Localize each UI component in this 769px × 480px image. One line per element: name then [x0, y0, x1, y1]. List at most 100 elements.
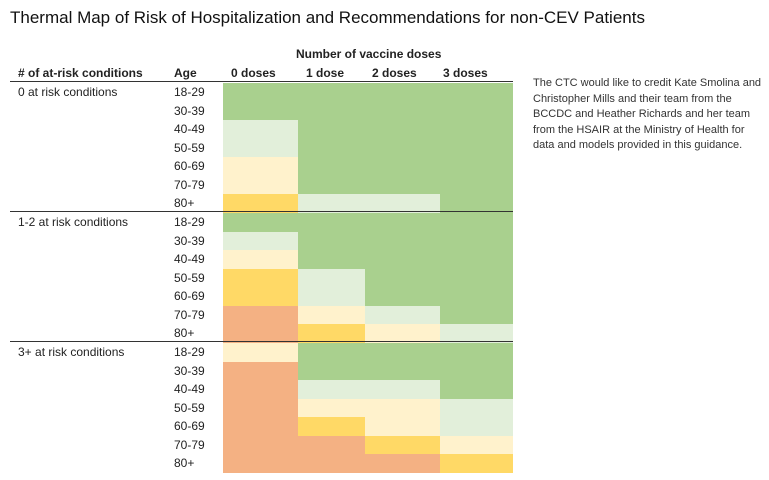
heatmap-cell — [223, 435, 298, 455]
heatmap-cell — [440, 417, 513, 436]
heatmap-cell — [223, 361, 298, 381]
heatmap-cell — [298, 231, 365, 251]
heatmap-cell — [298, 268, 365, 288]
heatmap-cell — [223, 343, 298, 362]
heatmap-cell — [365, 435, 440, 455]
heatmap-cell — [223, 231, 298, 251]
heatmap-cell — [365, 83, 440, 102]
heatmap-cell — [365, 380, 440, 399]
age-label: 80+ — [174, 196, 195, 210]
heatmap-cell — [298, 435, 365, 455]
heatmap-cell — [223, 268, 298, 288]
heatmap-cell — [223, 417, 298, 436]
heatmap-cell — [365, 454, 440, 473]
age-label: 30-39 — [174, 233, 205, 248]
heatmap-cell — [365, 157, 440, 176]
heatmap-cell — [440, 250, 513, 269]
group-label: 1-2 at risk conditions — [18, 215, 129, 229]
age-label: 70-79 — [174, 307, 205, 322]
heatmap-cell — [223, 398, 298, 418]
heatmap-cell — [223, 101, 298, 121]
column-header: 1 dose — [306, 66, 345, 80]
heatmap-cell — [298, 83, 365, 102]
age-label: 60-69 — [174, 289, 205, 303]
heatmap-cell — [298, 138, 365, 158]
heatmap-cell — [298, 175, 365, 195]
heatmap-cell — [298, 101, 365, 121]
heatmap-cell — [298, 305, 365, 325]
credit-note: The CTC would like to credit Kate Smolin… — [533, 77, 762, 151]
age-label: 18-29 — [174, 215, 205, 229]
column-header: 0 doses — [231, 66, 276, 80]
heatmap-cell — [365, 250, 440, 269]
heatmap-cell — [298, 398, 365, 418]
heatmap-cell — [365, 194, 440, 213]
heatmap-cell — [298, 250, 365, 269]
heatmap-cell — [365, 175, 440, 195]
heatmap-cell — [298, 120, 365, 139]
heatmap-cell — [365, 398, 440, 418]
heatmap-cell — [440, 83, 513, 102]
heatmap-cell — [223, 287, 298, 306]
heatmap-cell — [298, 324, 365, 343]
heatmap-cell — [440, 194, 513, 213]
heatmap-cell — [223, 138, 298, 158]
heatmap-cell — [298, 380, 365, 399]
column-group-label: Number of vaccine doses — [296, 47, 442, 61]
age-label: 50-59 — [174, 140, 205, 155]
heatmap-cell — [298, 287, 365, 306]
heatmap-cell — [440, 454, 513, 473]
age-label: 40-49 — [174, 122, 205, 136]
heatmap-cell — [440, 231, 513, 251]
heatmap-cell — [365, 138, 440, 158]
heatmap-cell — [440, 361, 513, 381]
heatmap-cell — [440, 435, 513, 455]
heatmap-cell — [440, 380, 513, 399]
age-label: 40-49 — [174, 382, 205, 396]
age-label: 18-29 — [174, 345, 205, 359]
heatmap-cell — [223, 213, 298, 232]
heatmap-cell — [298, 454, 365, 473]
heatmap-cell — [223, 250, 298, 269]
heatmap-cell — [365, 231, 440, 251]
group-divider — [10, 341, 513, 342]
heatmap-cell — [365, 213, 440, 232]
age-label: 30-39 — [174, 363, 205, 378]
group-divider — [10, 81, 513, 82]
age-label: 50-59 — [174, 400, 205, 415]
heatmap-cell — [298, 343, 365, 362]
heatmap-cell — [440, 268, 513, 288]
age-label: 80+ — [174, 326, 195, 340]
heatmap-cell — [365, 343, 440, 362]
heatmap-cell — [365, 305, 440, 325]
column-header: 3 doses — [443, 66, 488, 80]
heatmap-cell — [440, 138, 513, 158]
age-label: 50-59 — [174, 270, 205, 285]
age-label: 18-29 — [174, 85, 205, 99]
heatmap-cell — [365, 268, 440, 288]
heatmap-cell — [440, 157, 513, 176]
heatmap-cell — [223, 120, 298, 139]
heatmap-cell — [223, 380, 298, 399]
heatmap-cell — [223, 324, 298, 343]
heatmap-cell — [298, 194, 365, 213]
heatmap-cell — [440, 213, 513, 232]
heatmap-cell — [365, 361, 440, 381]
heatmap-cell — [365, 417, 440, 436]
age-label: 60-69 — [174, 159, 205, 173]
heatmap-cell — [440, 305, 513, 325]
heatmap-cell — [365, 324, 440, 343]
heatmap-cell — [298, 361, 365, 381]
heatmap-cell — [223, 305, 298, 325]
heatmap-cell — [298, 157, 365, 176]
heatmap-cell — [223, 194, 298, 213]
heatmap-cell — [223, 175, 298, 195]
age-label: 80+ — [174, 456, 195, 470]
heatmap-cell — [440, 120, 513, 139]
heatmap-cell — [365, 101, 440, 121]
age-label: 60-69 — [174, 419, 205, 433]
heatmap-cell — [440, 101, 513, 121]
group-label: 0 at risk conditions — [18, 85, 118, 99]
group-divider — [10, 211, 513, 212]
group-header: # of at-risk conditions — [18, 66, 143, 80]
